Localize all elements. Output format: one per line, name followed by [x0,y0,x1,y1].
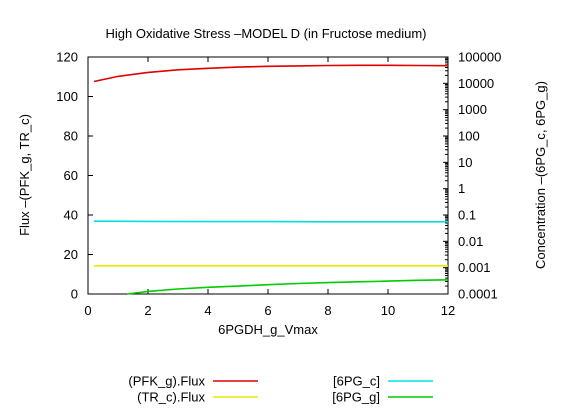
y-left-tick-label: 80 [64,129,78,144]
series-line [126,279,449,295]
right-y-axis: 0.0001 0.001 0.01 0.1 1 10 100 1000 10000 100000 [443,50,501,302]
series-line [93,220,448,223]
series-lines [93,64,449,295]
y-right-tick-label: 100 [458,129,480,144]
y-left-tick-label: 20 [64,247,78,262]
legend-label: [6PG_c] [333,374,380,389]
y-right-tick-label: 10000 [458,76,494,91]
y-right-tick-label: 0.01 [458,234,483,249]
x-tick-label: 10 [381,303,395,318]
y-left-tick-label: 40 [64,208,78,223]
x-axis: 0 2 4 6 8 10 12 [84,57,455,318]
chart-title: High Oxidative Stress –MODEL D (in Fruct… [105,26,426,41]
y-left-tick-label: 60 [64,168,78,183]
left-y-axis: 0 20 40 60 80 100 120 [56,50,93,302]
legend-label: [6PG_g] [332,390,380,405]
y-right-tick-label: 100000 [458,50,501,65]
y-right-tick-label: 10 [458,155,472,170]
series-line [93,64,449,83]
right-y-axis-label: Concentration –(6PG_c, 6PG_g) [533,81,548,269]
x-tick-label: 0 [84,303,91,318]
y-left-tick-label: 0 [71,287,78,302]
y-left-tick-label: 100 [56,89,78,104]
y-right-tick-label: 0.001 [458,260,491,275]
y-right-tick-label: 0.0001 [458,287,498,302]
y-right-tick-label: 0.1 [458,208,476,223]
left-y-axis-label: Flux –(PFK_g, TR_c) [17,114,32,236]
legend-label: (TR_c).Flux [137,390,205,405]
y-left-tick-label: 120 [56,50,78,65]
x-tick-label: 8 [324,303,331,318]
x-axis-label: 6PGDH_g_Vmax [218,322,318,337]
plot-frame [87,56,449,295]
x-tick-label: 6 [264,303,271,318]
y-right-tick-label: 1000 [458,102,487,117]
legend-label: (PFK_g).Flux [128,374,205,389]
x-tick-label: 4 [204,303,211,318]
y-right-tick-label: 1 [458,181,465,196]
x-tick-label: 12 [441,303,455,318]
x-tick-label: 2 [144,303,151,318]
legend: (PFK_g).Flux(TR_c).Flux [6PG_c][6PG_g] [128,374,433,405]
